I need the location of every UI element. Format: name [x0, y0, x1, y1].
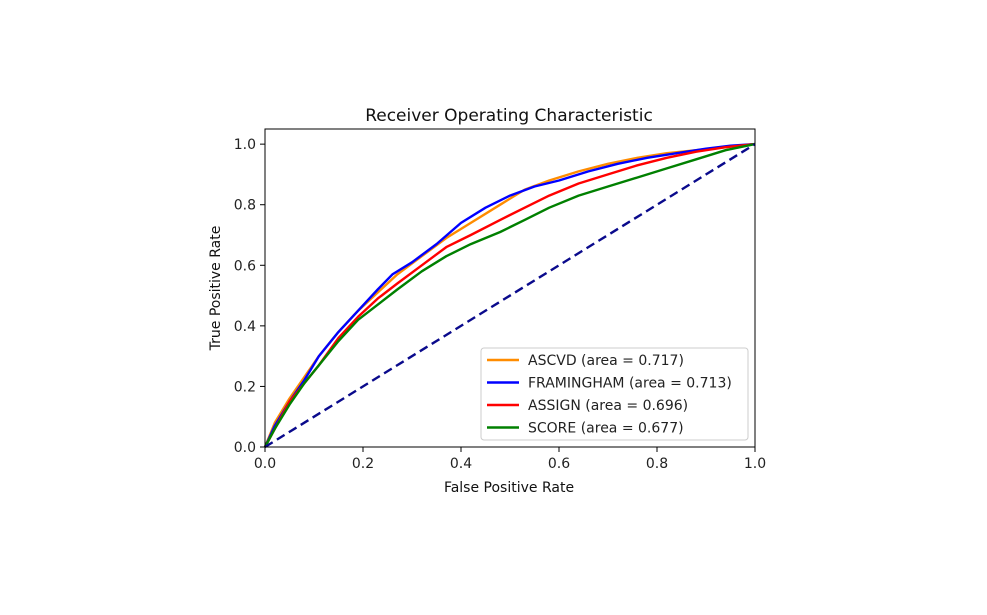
y-tick-label-0: 0.0 [234, 440, 256, 456]
series-line-1 [263, 142, 756, 448]
chart-title: Receiver Operating Characteristic [365, 106, 653, 126]
x-axis-title: False Positive Rate [444, 480, 574, 496]
axes-frame [264, 128, 756, 448]
y-tick-label-3: 0.6 [234, 258, 256, 274]
x-tick-label-0: 0.0 [254, 456, 276, 472]
y-axis: 0.0 0.2 0.4 0.6 0.8 1.0 [234, 137, 265, 456]
legend: ASCVD (area = 0.717) FRAMINGHAM (area = 0… [480, 347, 749, 441]
baseline-diagonal [264, 143, 756, 449]
x-tick-label-2: 0.4 [450, 456, 472, 472]
series-line-3 [263, 142, 756, 448]
x-tick-label-4: 0.8 [646, 456, 668, 472]
legend-label-2: ASSIGN (area = 0.696) [528, 398, 688, 414]
y-axis-title: True Positive Rate [208, 226, 224, 352]
y-tick-label-5: 1.0 [234, 137, 256, 153]
y-tick-label-4: 0.8 [234, 198, 256, 214]
plot-area [263, 142, 756, 449]
x-tick-label-3: 0.6 [548, 456, 570, 472]
y-tick-label-1: 0.2 [234, 379, 256, 395]
legend-label-1: FRAMINGHAM (area = 0.713) [528, 376, 732, 392]
x-axis: 0.0 0.2 0.4 0.6 0.8 1.0 [254, 447, 766, 472]
legend-label-3: SCORE (area = 0.677) [528, 421, 684, 437]
x-tick-label-5: 1.0 [744, 456, 766, 472]
legend-box [480, 347, 749, 441]
legend-label-0: ASCVD (area = 0.717) [528, 353, 684, 369]
x-tick-label-1: 0.2 [352, 456, 374, 472]
y-tick-label-2: 0.4 [234, 319, 256, 335]
